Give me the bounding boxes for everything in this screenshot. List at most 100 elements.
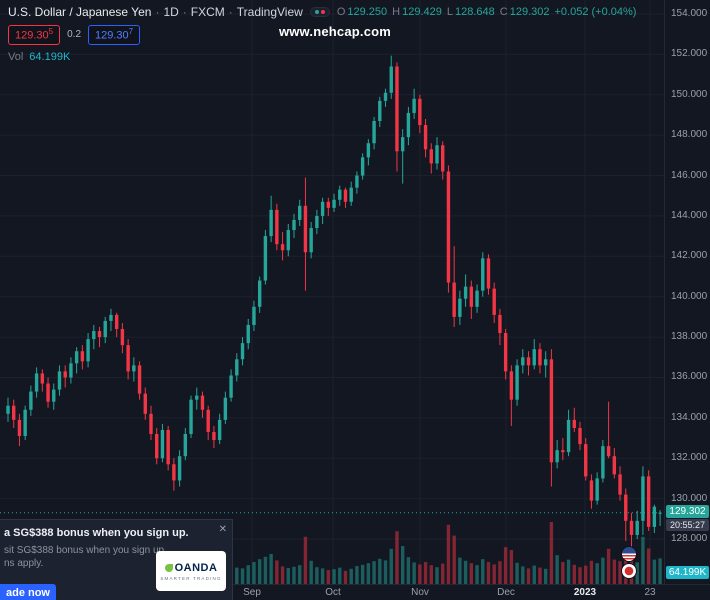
- interval-value[interactable]: 1D: [163, 5, 179, 19]
- volume-bar: [498, 561, 502, 584]
- low-label: L: [446, 6, 453, 18]
- candle-body: [252, 306, 256, 325]
- volume-bar: [418, 564, 422, 584]
- candle-body: [86, 339, 90, 362]
- candle-body: [29, 391, 33, 410]
- volume-bar: [246, 565, 250, 584]
- candle-body: [566, 419, 571, 453]
- volume-bar: [481, 559, 485, 584]
- volume-bar: [549, 522, 554, 584]
- candle-body: [555, 450, 559, 463]
- price-axis[interactable]: 154.000 152.000 150.000 148.000 146.000 144.0…: [664, 0, 710, 585]
- brand-name[interactable]: TradingView: [236, 5, 303, 19]
- price-tick-label: 136.000: [671, 371, 708, 383]
- candle-body: [469, 286, 474, 307]
- close-value: 129.302: [509, 6, 550, 18]
- volume-bar: [275, 560, 279, 584]
- candle-body: [355, 175, 359, 188]
- candle-body: [561, 450, 565, 453]
- candle-body: [303, 205, 308, 253]
- candle-body: [383, 92, 388, 101]
- candle-body: [572, 419, 576, 428]
- last-price-badge-stack: 129.302 20:55:27: [666, 504, 709, 531]
- volume-bar: [515, 562, 519, 584]
- candle-body: [578, 427, 582, 445]
- candle-body: [132, 365, 136, 372]
- candle-body: [63, 371, 67, 378]
- volume-bar: [641, 536, 645, 584]
- candle-body: [589, 480, 594, 501]
- candle-body: [326, 201, 331, 208]
- candle-body: [475, 290, 479, 307]
- candle-body: [481, 258, 485, 291]
- time-tick-label: 23: [644, 587, 656, 598]
- candle-body: [624, 494, 628, 521]
- volume-bar: [601, 557, 605, 584]
- candle-body: [57, 371, 62, 390]
- candle-body: [486, 258, 491, 289]
- candle-body: [629, 520, 634, 535]
- volume-bar: [503, 547, 508, 584]
- bar-countdown-badge: 20:55:27: [666, 518, 709, 531]
- volume-value: 64.199K: [29, 50, 71, 63]
- volume-bar: [458, 557, 462, 584]
- candle-body: [223, 397, 228, 420]
- candle-body: [378, 100, 382, 122]
- candle-body: [280, 244, 285, 251]
- buy-sell-toggle[interactable]: [309, 7, 330, 17]
- candle-body: [74, 351, 79, 364]
- volume-bar: [509, 550, 514, 584]
- volume-bar: [303, 536, 308, 584]
- candle-body: [658, 512, 662, 514]
- volume-bar: [595, 563, 599, 584]
- time-tick-label: Nov: [411, 587, 429, 598]
- candle-body: [652, 506, 657, 527]
- candle-body: [92, 331, 96, 340]
- price-tick-label: 144.000: [671, 209, 708, 221]
- symbol-title[interactable]: U.S. Dollar / Japanese Yen: [8, 5, 152, 19]
- volume-bar: [263, 556, 268, 584]
- oanda-logo[interactable]: OANDA SMARTER TRADING: [156, 551, 226, 591]
- candle-body: [52, 389, 56, 402]
- japan-flag-icon[interactable]: [621, 563, 637, 579]
- trade-now-button[interactable]: ade now: [0, 584, 56, 600]
- candle-body: [452, 282, 456, 317]
- us-flag-icon[interactable]: [621, 546, 637, 562]
- candle-body: [17, 419, 22, 437]
- ad-popup: a SG$388 bonus when you sign up. ✕ sit S…: [0, 519, 233, 600]
- candle-body: [360, 157, 365, 176]
- sell-price: 129.30: [15, 29, 49, 42]
- close-icon[interactable]: ✕: [218, 524, 227, 535]
- candle-body: [418, 98, 422, 126]
- volume-bar: [423, 562, 428, 584]
- candle-body: [114, 314, 119, 329]
- candle-body: [246, 324, 250, 344]
- candle-body: [120, 329, 125, 346]
- candle-body: [69, 363, 73, 378]
- candle-body: [406, 112, 411, 138]
- candle-body: [584, 444, 588, 477]
- candle-body: [646, 476, 651, 527]
- candle-body: [23, 409, 27, 437]
- ad-headline: a SG$388 bonus when you sign up.: [4, 527, 189, 539]
- sell-button[interactable]: 129.305: [8, 25, 61, 45]
- candle-body: [309, 228, 313, 253]
- candle-body: [503, 333, 508, 372]
- candle-body: [395, 66, 399, 152]
- high-label: H: [392, 6, 401, 18]
- red-dot-icon: [320, 10, 325, 14]
- volume-bar: [378, 558, 382, 584]
- volume-bar: [315, 567, 319, 584]
- volume-bar: [612, 559, 617, 584]
- watermark: www.nehcap.com: [278, 24, 392, 39]
- volume-bar: [280, 566, 285, 584]
- buy-button[interactable]: 129.307: [88, 25, 141, 45]
- candle-body: [521, 357, 525, 366]
- legend-symbol-row: U.S. Dollar / Japanese Yen · 1D · FXCM ·…: [8, 5, 636, 19]
- volume-bar: [532, 565, 536, 584]
- volume-bar: [326, 570, 331, 584]
- price-tick-label: 138.000: [671, 331, 708, 343]
- volume-bar: [435, 567, 439, 584]
- volume-badge: 64.199K: [666, 566, 709, 579]
